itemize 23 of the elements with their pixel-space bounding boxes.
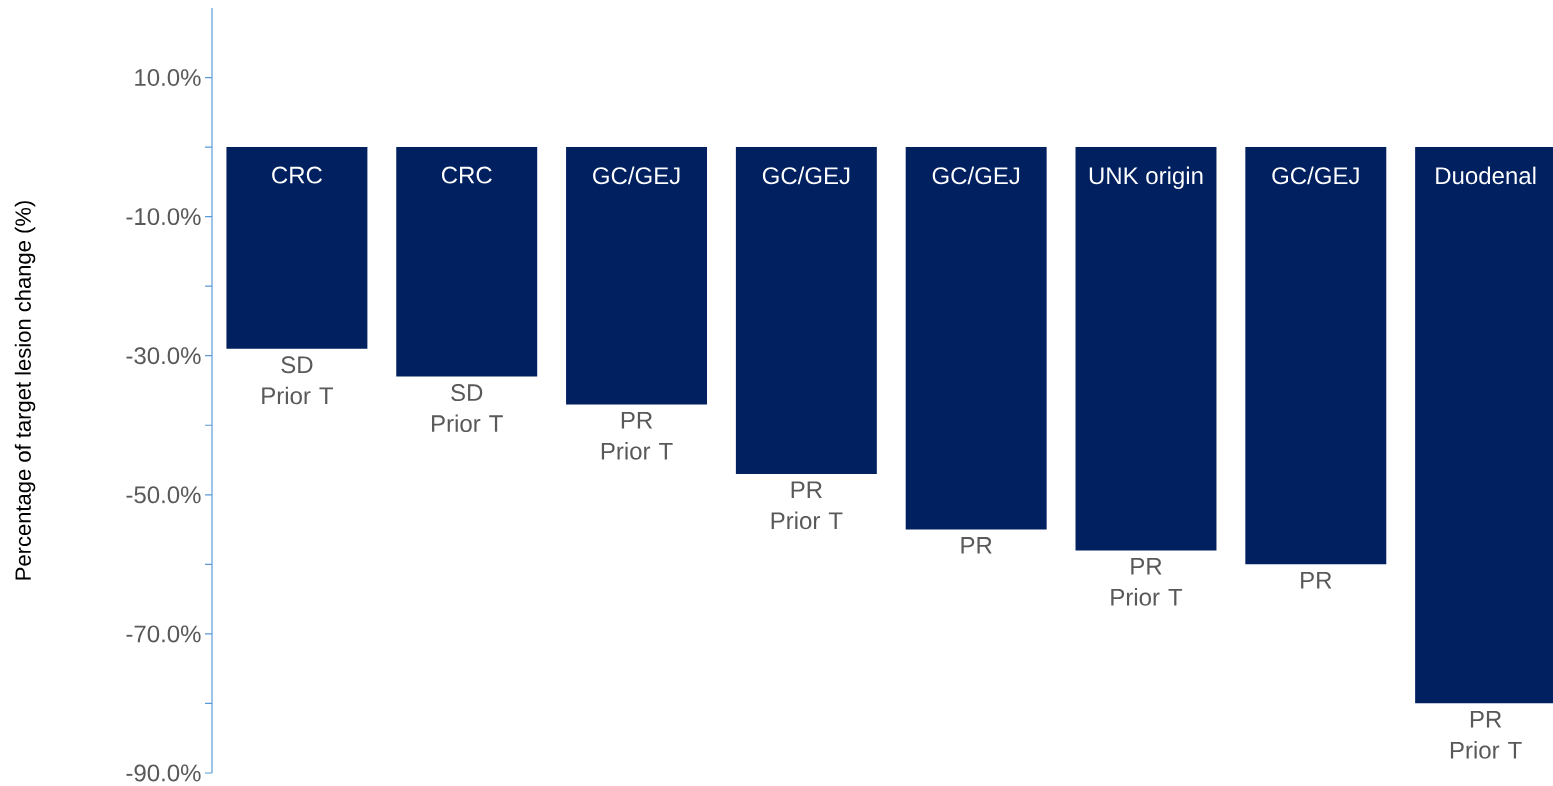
data-label: SD Prior T <box>262 356 333 405</box>
data-label: PR <box>1301 571 1332 589</box>
data-label: PR Prior T <box>1450 710 1522 759</box>
data-label: PR Prior T <box>601 411 673 460</box>
x-tick-label: CRC <box>441 166 492 184</box>
x-tick-label: GC/GEJ <box>762 166 850 185</box>
data-label: SD Prior T <box>432 384 503 433</box>
x-tick-label: GC/GEJ <box>932 166 1020 185</box>
x-tick-label: GC/GEJ <box>593 166 680 185</box>
y-tick-label: -50.0% <box>126 486 201 504</box>
data-label: PR Prior T <box>771 481 843 530</box>
y-tick-label: -70.0% <box>126 625 201 643</box>
y-tick-label: 10.0% <box>135 69 201 87</box>
x-tick-label: Duodenal <box>1436 166 1536 185</box>
y-axis-title: Percentage of target lesion change (%) <box>14 201 36 580</box>
x-tick-label: GC/GEJ <box>1272 166 1359 185</box>
y-tick-label: -30.0% <box>126 347 201 365</box>
x-tick-label: UNK origin <box>1089 166 1203 189</box>
data-label: PR Prior T <box>1111 557 1183 606</box>
data-label: PR <box>961 537 992 554</box>
x-tick-label: CRC <box>272 166 322 184</box>
y-tick-label: -10.0% <box>126 208 201 226</box>
y-tick-label: -90.0% <box>126 764 201 782</box>
